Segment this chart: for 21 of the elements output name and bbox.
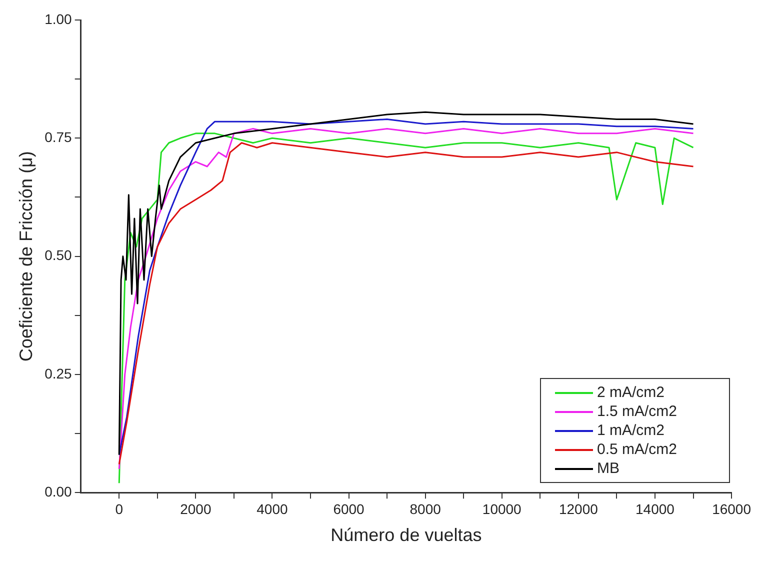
y-tick-label: 1.00 bbox=[44, 10, 72, 27]
y-tick-label: 0.75 bbox=[44, 129, 72, 146]
y-tick-label: 0.00 bbox=[44, 483, 72, 500]
y-axis-title: Coeficiente de Fricción (μ) bbox=[16, 151, 36, 362]
legend-label: 0.5 mA/cm2 bbox=[597, 441, 678, 458]
legend-label: 2 mA/cm2 bbox=[597, 384, 665, 401]
x-tick-label: 8000 bbox=[410, 500, 442, 517]
x-tick-label: 6000 bbox=[333, 500, 365, 517]
x-axis-title: Número de vueltas bbox=[330, 525, 482, 546]
x-tick-label: 12000 bbox=[558, 500, 598, 517]
legend-label: 1.5 mA/cm2 bbox=[597, 403, 678, 420]
x-tick-label: 0 bbox=[115, 500, 124, 517]
legend-label: 1 mA/cm2 bbox=[597, 422, 665, 439]
x-tick-label: 2000 bbox=[180, 500, 212, 517]
x-tick-label: 14000 bbox=[636, 500, 675, 517]
legend-label: MB bbox=[597, 460, 620, 477]
y-tick-label: 0.25 bbox=[44, 365, 72, 382]
x-tick-label: 4000 bbox=[256, 500, 288, 517]
x-tick-label: 16000 bbox=[712, 500, 752, 517]
x-tick-label: 10000 bbox=[482, 500, 522, 517]
y-tick-label: 0.50 bbox=[44, 247, 72, 264]
